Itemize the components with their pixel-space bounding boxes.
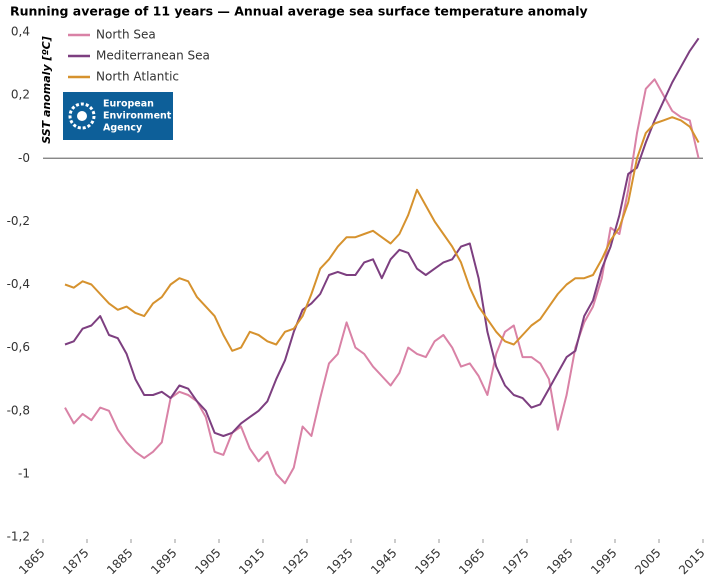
y-tick-label: -1 <box>18 466 30 480</box>
legend-label: North Sea <box>96 28 156 42</box>
x-tick-label: 1965 <box>456 546 487 577</box>
x-tick-label: 1975 <box>500 546 531 577</box>
logo-icon <box>68 102 96 130</box>
x-tick-label: 2015 <box>676 546 707 577</box>
x-tick-label: 1895 <box>148 546 179 577</box>
y-axis-label: SST anomaly [ºC] <box>40 36 53 144</box>
x-tick-label: 1865 <box>16 546 47 577</box>
logo-text: Agency <box>103 123 143 134</box>
x-tick-label: 1885 <box>104 546 135 577</box>
series-line <box>64 37 700 437</box>
y-tick-label: 0,2 <box>11 88 30 102</box>
x-tick-label: 1995 <box>588 546 619 577</box>
x-tick-label: 1905 <box>192 546 223 577</box>
chart-title: Running average of 11 years — Annual ave… <box>10 4 588 19</box>
legend-label: North Atlantic <box>96 70 179 84</box>
x-tick-label: 2005 <box>632 546 663 577</box>
x-tick-label: 1985 <box>544 546 575 577</box>
logo: European Environment Agency <box>63 92 173 140</box>
x-tick-label: 1875 <box>60 546 91 577</box>
y-tick-label: -1,2 <box>7 530 30 544</box>
logo-text: European <box>103 99 154 110</box>
x-tick-label: 1915 <box>236 546 267 577</box>
x-tick-label: 1925 <box>280 546 311 577</box>
logo-text: Environment <box>103 111 172 122</box>
series-line <box>64 116 700 352</box>
y-tick-label: -0,4 <box>7 277 30 291</box>
y-tick-label: -0,6 <box>7 340 30 354</box>
y-tick-label: -0,2 <box>7 214 30 228</box>
x-tick-label: 1955 <box>412 546 443 577</box>
y-tick-label: -0,8 <box>7 403 30 417</box>
legend-label: Mediterranean Sea <box>96 49 210 63</box>
x-tick-label: 1935 <box>324 546 355 577</box>
y-tick-label: -0 <box>18 151 30 165</box>
x-tick-label: 1945 <box>368 546 399 577</box>
y-tick-label: 0,4 <box>11 25 30 39</box>
logo-icon <box>77 111 87 121</box>
